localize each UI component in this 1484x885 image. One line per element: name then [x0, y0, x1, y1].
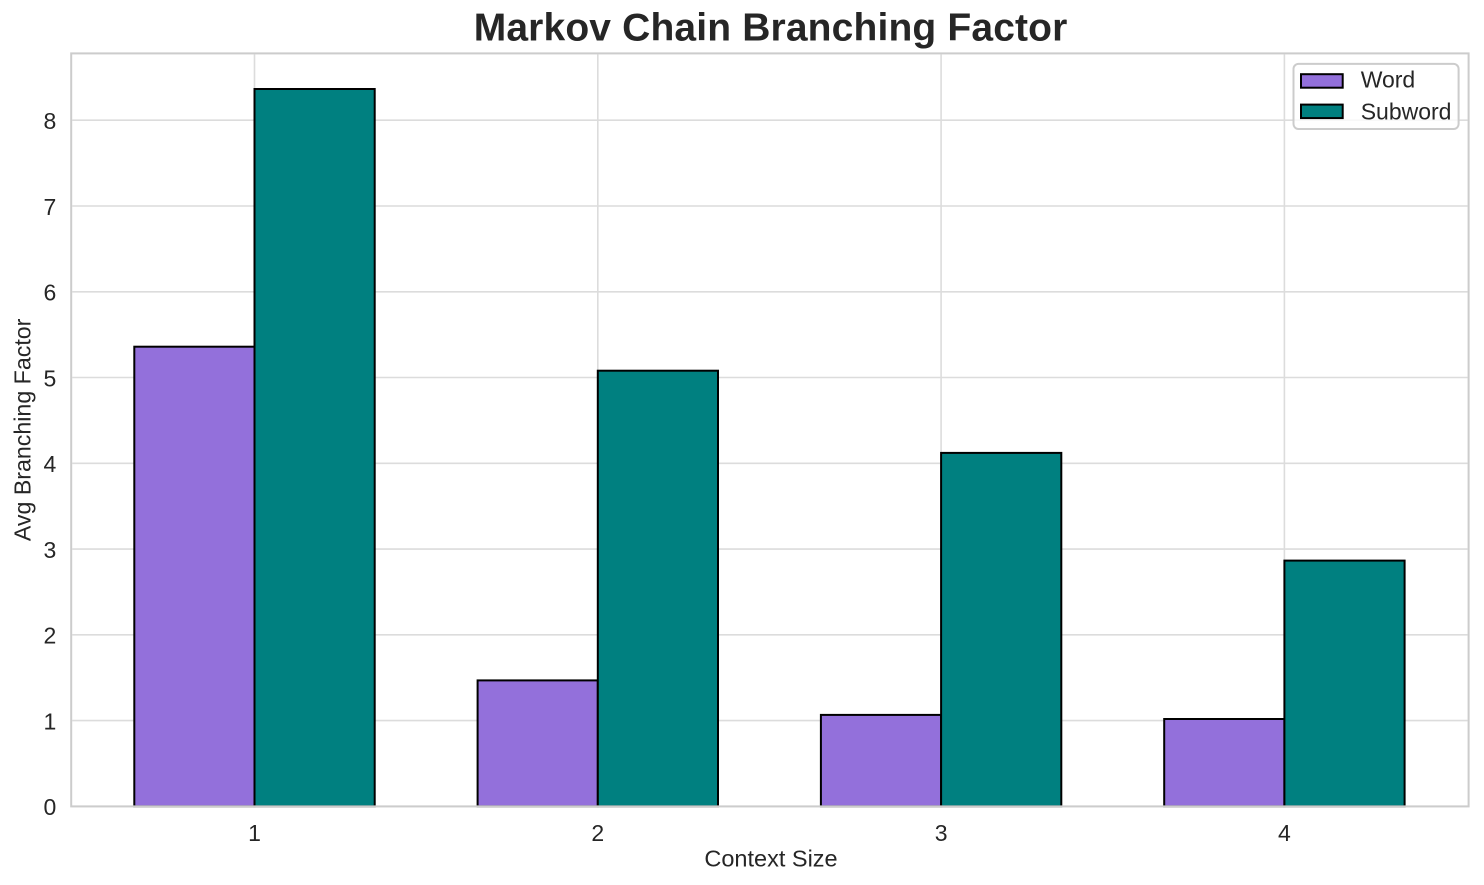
- svg-text:Markov Chain Branching Factor: Markov Chain Branching Factor: [474, 6, 1068, 49]
- svg-text:3: 3: [935, 820, 948, 846]
- svg-text:5: 5: [44, 365, 57, 391]
- svg-text:Subword: Subword: [1361, 99, 1452, 125]
- svg-text:4: 4: [1278, 820, 1291, 846]
- svg-text:Context Size: Context Size: [704, 846, 837, 872]
- svg-text:2: 2: [44, 623, 57, 649]
- svg-text:4: 4: [44, 451, 57, 477]
- svg-text:2: 2: [591, 820, 604, 846]
- svg-text:1: 1: [44, 708, 57, 734]
- svg-text:Avg Branching Factor: Avg Branching Factor: [10, 318, 36, 541]
- svg-text:Word: Word: [1361, 67, 1416, 93]
- svg-text:1: 1: [248, 820, 261, 846]
- svg-text:3: 3: [44, 537, 57, 563]
- svg-text:6: 6: [44, 280, 57, 306]
- svg-text:7: 7: [44, 194, 57, 220]
- svg-text:8: 8: [44, 108, 57, 134]
- svg-text:0: 0: [44, 794, 57, 820]
